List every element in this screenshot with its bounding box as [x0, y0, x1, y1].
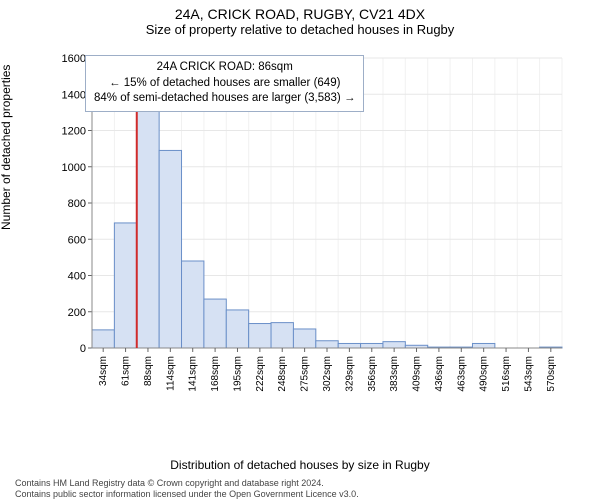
svg-text:516sqm: 516sqm [501, 356, 512, 392]
svg-text:436sqm: 436sqm [434, 356, 445, 392]
property-info-box: 24A CRICK ROAD: 86sqm ← 15% of detached … [85, 55, 364, 112]
chart-title: 24A, CRICK ROAD, RUGBY, CV21 4DX [0, 0, 600, 22]
svg-text:409sqm: 409sqm [412, 356, 423, 392]
info-line-2: ← 15% of detached houses are smaller (64… [94, 76, 355, 92]
svg-text:248sqm: 248sqm [277, 356, 288, 392]
svg-text:543sqm: 543sqm [523, 356, 534, 392]
svg-text:1000: 1000 [62, 162, 86, 174]
svg-text:356sqm: 356sqm [367, 356, 378, 392]
chart-subtitle: Size of property relative to detached ho… [0, 22, 600, 41]
svg-text:800: 800 [68, 198, 86, 210]
svg-text:195sqm: 195sqm [232, 356, 243, 392]
svg-text:383sqm: 383sqm [389, 356, 400, 392]
chart-container: { "title": "24A, CRICK ROAD, RUGBY, CV21… [0, 0, 600, 500]
svg-text:88sqm: 88sqm [143, 356, 154, 386]
footer-line-1: Contains HM Land Registry data © Crown c… [15, 478, 585, 489]
svg-text:0: 0 [80, 343, 86, 355]
svg-text:200: 200 [68, 307, 86, 319]
svg-text:1200: 1200 [62, 126, 86, 138]
svg-text:490sqm: 490sqm [479, 356, 490, 392]
y-axis-label: Number of detached properties [0, 65, 13, 230]
svg-text:168sqm: 168sqm [210, 356, 221, 392]
svg-text:1400: 1400 [62, 89, 86, 101]
svg-text:141sqm: 141sqm [188, 356, 199, 392]
footer-attribution: Contains HM Land Registry data © Crown c… [15, 478, 585, 500]
x-axis-label: Distribution of detached houses by size … [0, 458, 600, 472]
svg-text:222sqm: 222sqm [255, 356, 266, 392]
footer-line-2: Contains public sector information licen… [15, 489, 585, 500]
svg-text:329sqm: 329sqm [344, 356, 355, 392]
svg-text:114sqm: 114sqm [165, 356, 176, 391]
svg-text:400: 400 [68, 271, 86, 283]
info-line-1: 24A CRICK ROAD: 86sqm [94, 60, 355, 76]
svg-text:302sqm: 302sqm [322, 356, 333, 392]
info-line-3: 84% of semi-detached houses are larger (… [94, 91, 355, 107]
svg-text:1600: 1600 [62, 53, 86, 65]
svg-text:600: 600 [68, 234, 86, 246]
svg-text:570sqm: 570sqm [546, 356, 557, 392]
svg-text:61sqm: 61sqm [121, 356, 132, 386]
svg-text:34sqm: 34sqm [98, 356, 109, 386]
svg-text:463sqm: 463sqm [456, 356, 467, 392]
svg-text:275sqm: 275sqm [300, 356, 311, 392]
